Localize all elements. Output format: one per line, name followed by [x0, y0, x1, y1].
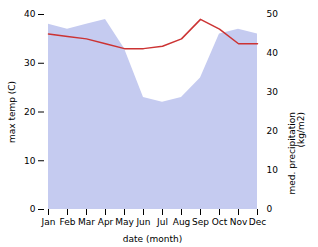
svg-text:date (month): date (month)	[123, 234, 182, 244]
svg-text:Nov: Nov	[230, 217, 248, 227]
svg-text:Oct: Oct	[212, 217, 228, 227]
svg-text:40: 40	[267, 48, 279, 58]
svg-text:Dec: Dec	[249, 217, 266, 227]
svg-text:Jan: Jan	[41, 217, 56, 227]
svg-text:max temp (C): max temp (C)	[7, 81, 17, 143]
svg-text:Aug: Aug	[173, 217, 191, 227]
svg-text:30: 30	[24, 58, 36, 68]
svg-text:Jul: Jul	[156, 217, 168, 227]
svg-text:Mar: Mar	[78, 217, 95, 227]
svg-text:20: 20	[267, 126, 279, 136]
svg-text:0: 0	[267, 204, 273, 214]
svg-text:20: 20	[24, 107, 36, 117]
svg-text:30: 30	[267, 87, 279, 97]
svg-text:Sep: Sep	[192, 217, 209, 227]
svg-text:May: May	[115, 217, 134, 227]
svg-text:med. precipitation(kg/m2): med. precipitation(kg/m2)	[287, 112, 306, 194]
svg-text:10: 10	[24, 156, 36, 166]
svg-text:10: 10	[267, 165, 279, 175]
svg-text:50: 50	[267, 9, 279, 19]
svg-text:40: 40	[24, 9, 36, 19]
svg-text:Apr: Apr	[98, 217, 114, 227]
svg-text:0: 0	[30, 204, 36, 214]
svg-text:Jun: Jun	[135, 217, 150, 227]
svg-text:Feb: Feb	[60, 217, 76, 227]
